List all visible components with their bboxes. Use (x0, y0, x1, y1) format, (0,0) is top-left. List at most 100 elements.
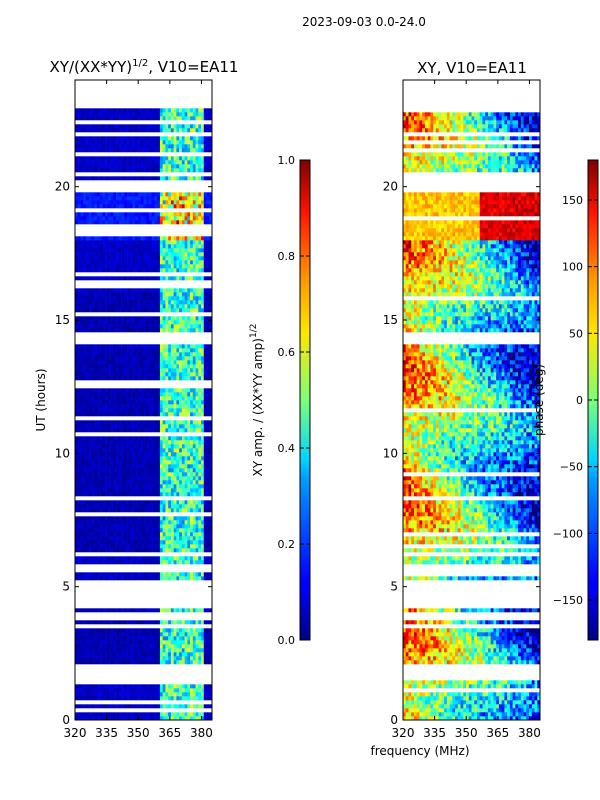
amplitude-cell (94, 660, 98, 665)
amplitude-cell (198, 648, 202, 653)
amplitude-cell (116, 240, 120, 245)
amplitude-cell (187, 688, 191, 693)
amplitude-cell (102, 324, 106, 329)
amplitude-cell (181, 388, 185, 393)
amplitude-cell (206, 252, 210, 257)
amplitude-cell (209, 368, 212, 373)
amplitude-cell (99, 436, 103, 441)
amplitude-cell (138, 248, 142, 253)
amplitude-cell (148, 468, 153, 473)
amplitude-cell (179, 420, 183, 425)
amplitude-cell (124, 168, 128, 173)
amplitude-cell (170, 536, 174, 541)
amplitude-cell (176, 400, 180, 405)
amplitude-cell (173, 256, 177, 261)
amplitude-cell (151, 404, 155, 409)
amplitude-cell (159, 268, 163, 273)
amplitude-cell (91, 424, 95, 429)
amplitude-cell (124, 632, 128, 637)
amplitude-cell (151, 168, 155, 173)
amplitude-cell (96, 328, 100, 333)
amplitude-cell (138, 448, 142, 453)
amplitude-cell (157, 684, 161, 689)
amplitude-cell (80, 644, 84, 649)
amplitude-cell (195, 452, 199, 457)
amplitude-cell (195, 248, 199, 253)
amplitude-cell (154, 260, 158, 265)
amplitude-cell (118, 660, 122, 665)
amplitude-cell (198, 620, 202, 625)
amplitude-cell (159, 480, 163, 485)
amplitude-cell (80, 308, 84, 313)
amplitude-cell (179, 400, 183, 405)
amplitude-cell (110, 264, 114, 269)
amplitude-cell (102, 168, 106, 173)
amplitude-cell (107, 420, 111, 425)
amplitude-cell (162, 196, 166, 201)
amplitude-cell (181, 300, 185, 305)
amplitude-cell (151, 652, 155, 657)
amplitude-cell (162, 456, 166, 461)
amplitude-cell (181, 344, 185, 349)
amplitude-cell (159, 704, 163, 709)
amplitude-cell (116, 456, 120, 461)
amplitude-cell (190, 176, 194, 181)
amplitude-cell (181, 628, 185, 633)
amplitude-cell (91, 356, 95, 361)
amplitude-cell (203, 484, 207, 489)
amplitude-cell (116, 692, 120, 697)
amplitude-cell (170, 440, 174, 445)
amplitude-cell (105, 220, 109, 225)
amplitude-cell (94, 620, 98, 625)
amplitude-cell (154, 164, 158, 169)
amplitude-cell (75, 200, 79, 205)
amplitude-cell (75, 556, 79, 561)
amplitude-cell (88, 532, 92, 537)
amplitude-cell (181, 200, 185, 205)
amplitude-cell (85, 304, 89, 309)
amplitude-cell (135, 400, 139, 405)
amplitude-cell (77, 620, 81, 625)
amplitude-cell (168, 684, 172, 689)
amplitude-cell (91, 300, 95, 305)
amplitude-cell (85, 320, 89, 325)
amplitude-cell (107, 192, 111, 197)
amplitude-cell (187, 200, 191, 205)
amplitude-cell (129, 352, 133, 357)
amplitude-cell (209, 328, 212, 333)
amplitude-cell (187, 464, 191, 469)
amplitude-cell (187, 716, 191, 720)
amplitude-cell (75, 464, 79, 469)
amplitude-cell (209, 344, 212, 349)
amplitude-cell (129, 520, 133, 525)
amplitude-cell (127, 608, 131, 613)
amplitude-cell (181, 500, 185, 505)
amplitude-cell (99, 276, 103, 281)
amplitude-cell (94, 436, 98, 441)
amplitude-cell (198, 460, 202, 465)
amplitude-cell (105, 484, 109, 489)
amplitude-cell (173, 608, 177, 613)
amplitude-cell (116, 712, 120, 717)
amplitude-cell (135, 296, 139, 301)
amplitude-cell (192, 652, 196, 657)
amplitude-cell (181, 376, 185, 381)
amplitude-cell (157, 328, 161, 333)
amplitude-cell (151, 236, 155, 241)
amplitude-cell (151, 212, 155, 217)
amplitude-cell (85, 192, 89, 197)
amplitude-cell (102, 388, 106, 393)
amplitude-cell (80, 192, 84, 197)
amplitude-cell (195, 292, 199, 297)
amplitude-cell (140, 548, 144, 553)
amplitude-cell (209, 540, 212, 545)
amplitude-cell (80, 464, 84, 469)
amplitude-cell (181, 520, 185, 525)
amplitude-cell (91, 692, 95, 697)
amplitude-cell (83, 216, 87, 221)
amplitude-cell (75, 576, 79, 581)
amplitude-cell (118, 160, 122, 165)
amplitude-cell (151, 252, 155, 257)
amplitude-cell (124, 164, 128, 169)
amplitude-cell (77, 260, 81, 265)
